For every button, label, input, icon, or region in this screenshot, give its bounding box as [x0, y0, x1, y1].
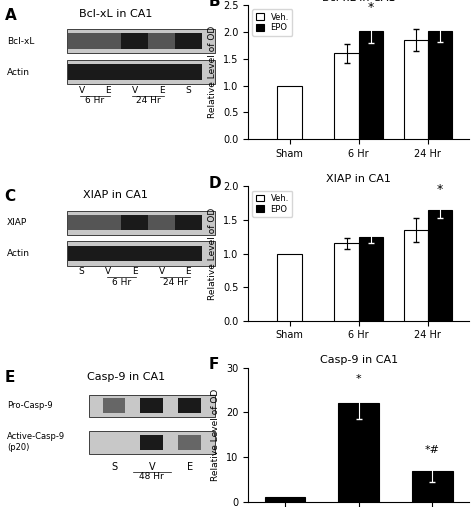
Text: Pro-Casp-9: Pro-Casp-9 — [7, 402, 53, 410]
Text: 6 Hr: 6 Hr — [85, 96, 104, 105]
Bar — [140, 435, 163, 450]
Bar — [403, 230, 428, 320]
Text: Actin: Actin — [7, 68, 30, 77]
Title: XIAP in CA1: XIAP in CA1 — [326, 174, 391, 184]
Y-axis label: Relative Level of OD: Relative Level of OD — [211, 389, 220, 481]
Text: Casp-9 in CA1: Casp-9 in CA1 — [87, 372, 165, 382]
Bar — [428, 31, 452, 139]
Text: V: V — [132, 86, 138, 95]
Bar — [95, 33, 122, 49]
Text: Bcl-xL: Bcl-xL — [7, 37, 34, 46]
Text: S: S — [79, 267, 84, 276]
Bar — [68, 33, 95, 49]
Text: *#: *# — [425, 445, 440, 455]
Text: 24 Hr: 24 Hr — [163, 278, 187, 286]
Bar — [89, 431, 215, 454]
Text: E: E — [185, 267, 191, 276]
Text: *: * — [356, 374, 362, 384]
Legend: Veh., EPO: Veh., EPO — [252, 9, 292, 35]
Text: *: * — [368, 1, 374, 14]
Bar — [264, 497, 305, 502]
Text: 48 Hr: 48 Hr — [139, 473, 164, 481]
Text: S: S — [111, 462, 117, 472]
Text: XIAP: XIAP — [7, 218, 27, 227]
Bar — [148, 33, 175, 49]
Text: *: * — [437, 184, 443, 196]
Bar — [148, 64, 175, 80]
Bar — [140, 399, 163, 413]
Bar — [67, 60, 215, 84]
Bar — [67, 29, 215, 53]
Bar — [148, 246, 175, 261]
Y-axis label: Relative Level of OD: Relative Level of OD — [209, 207, 218, 300]
Text: C: C — [5, 189, 16, 204]
Text: 24 Hr: 24 Hr — [136, 96, 161, 105]
Text: V: V — [78, 86, 84, 95]
Bar — [359, 237, 383, 320]
Bar — [95, 215, 122, 231]
Bar — [68, 64, 95, 80]
Title: Bcl-xL in CA1: Bcl-xL in CA1 — [322, 0, 395, 3]
Bar — [121, 33, 148, 49]
Bar — [121, 215, 148, 231]
Text: S: S — [185, 86, 191, 95]
Bar — [277, 254, 301, 320]
Bar — [103, 399, 125, 413]
Bar — [335, 243, 359, 320]
Text: 6 Hr: 6 Hr — [112, 278, 131, 286]
Bar — [68, 215, 95, 231]
Text: E: E — [105, 86, 111, 95]
Text: E: E — [132, 267, 137, 276]
Legend: Veh., EPO: Veh., EPO — [252, 191, 292, 217]
Bar — [95, 64, 122, 80]
Bar — [68, 246, 95, 261]
Bar — [338, 404, 379, 502]
Text: E: E — [159, 86, 164, 95]
Bar — [175, 33, 201, 49]
Bar — [67, 241, 215, 266]
Bar — [359, 31, 383, 139]
Text: B: B — [208, 0, 220, 9]
Text: A: A — [5, 8, 17, 23]
Text: D: D — [208, 175, 221, 191]
Text: Active-Casp-9
(p20): Active-Casp-9 (p20) — [7, 432, 65, 452]
Text: V: V — [158, 267, 164, 276]
Bar — [95, 246, 122, 261]
Bar — [121, 64, 148, 80]
Bar — [175, 64, 201, 80]
Bar — [175, 246, 201, 261]
Bar — [148, 215, 175, 231]
Text: V: V — [105, 267, 111, 276]
Bar — [178, 435, 201, 450]
Bar — [178, 399, 201, 413]
Bar — [89, 394, 215, 417]
Bar — [335, 53, 359, 139]
Text: V: V — [148, 462, 155, 472]
Bar — [67, 210, 215, 235]
Text: Actin: Actin — [7, 249, 30, 258]
Text: XIAP in CA1: XIAP in CA1 — [83, 191, 148, 200]
Text: Bcl-xL in CA1: Bcl-xL in CA1 — [79, 9, 152, 19]
Bar — [412, 470, 453, 502]
Text: E: E — [5, 370, 15, 385]
Title: Casp-9 in CA1: Casp-9 in CA1 — [319, 355, 398, 366]
Bar — [428, 210, 452, 320]
Bar — [403, 40, 428, 139]
Y-axis label: Relative Level of OD: Relative Level of OD — [208, 26, 217, 118]
Bar — [121, 246, 148, 261]
Bar — [277, 86, 301, 139]
Text: F: F — [208, 357, 219, 372]
Bar — [175, 215, 201, 231]
Text: E: E — [187, 462, 193, 472]
